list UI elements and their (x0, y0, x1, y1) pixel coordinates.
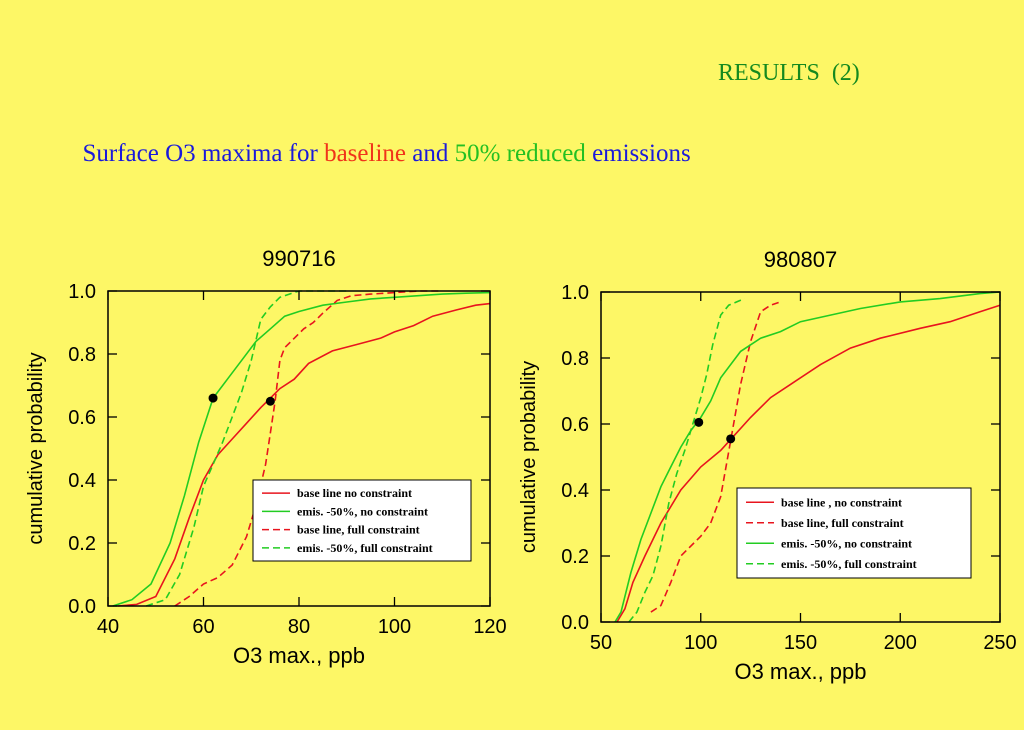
legend-label-4: emis. -50%, full constraint (297, 541, 433, 555)
y-tick-label: 0.6 (68, 407, 96, 429)
legend-label-4: emis. -50%, full constraint (781, 557, 917, 571)
y-tick-label: 0.4 (561, 480, 589, 502)
legend-label-3: emis. -50%, no constraint (781, 536, 912, 550)
legend-label-2: base line, full constraint (781, 516, 904, 530)
y-axis-label: cumulative probability (518, 361, 540, 553)
x-tick-label: 80 (288, 616, 310, 638)
x-axis-label: O3 max., ppb (734, 659, 866, 684)
y-tick-label: 0.2 (561, 546, 589, 568)
x-tick-label: 100 (378, 616, 411, 638)
x-tick-label: 100 (684, 632, 717, 654)
y-tick-label: 0.0 (68, 596, 96, 618)
y-tick-label: 0.4 (68, 470, 96, 492)
slide-subtitle: Surface O3 maxima for baseline and 50% r… (70, 112, 691, 168)
legend-label-1: base line no constraint (297, 486, 412, 500)
y-tick-label: 0.8 (561, 348, 589, 370)
slide-heading: RESULTS (2) (718, 60, 860, 86)
series-line-3 (174, 290, 443, 607)
y-tick-label: 0.0 (561, 612, 589, 634)
series-line-4 (628, 297, 745, 623)
y-axis-label: cumulative probability (25, 352, 47, 544)
series-line-2 (112, 291, 491, 607)
subtitle-part-5: emissions (585, 140, 691, 167)
x-tick-label: 50 (590, 632, 612, 654)
x-tick-label: 250 (983, 632, 1016, 654)
legend-label-1: base line , no constraint (781, 495, 902, 509)
series-line-3 (614, 291, 1001, 623)
x-tick-label: 60 (192, 616, 214, 638)
intersection-marker-1 (208, 393, 218, 403)
legend-box (736, 487, 972, 579)
intersection-marker-2 (726, 434, 736, 444)
subtitle-part-4: 50% reduced (454, 140, 586, 167)
x-axis-label: O3 max., ppb (233, 643, 365, 668)
x-tick-label: 150 (784, 632, 817, 654)
series-line-1 (117, 302, 491, 607)
subtitle-part-1: Surface O3 maxima for (82, 140, 325, 167)
y-tick-label: 0.6 (561, 414, 589, 436)
y-tick-label: 0.2 (68, 533, 96, 555)
chart-title: 990716 (262, 246, 335, 271)
series-line-1 (616, 304, 1001, 623)
x-tick-label: 200 (884, 632, 917, 654)
subtitle-part-2: baseline (324, 140, 406, 167)
y-tick-label: 1.0 (561, 282, 589, 304)
intersection-marker-1 (694, 417, 704, 427)
chart-title: 980807 (764, 247, 837, 272)
x-tick-label: 40 (97, 616, 119, 638)
series-line-4 (145, 290, 347, 607)
series-line-2 (650, 301, 781, 613)
x-tick-label: 120 (473, 616, 506, 638)
y-tick-label: 0.8 (68, 344, 96, 366)
legend-label-2: emis. -50%, no constraint (297, 504, 428, 518)
y-tick-label: 1.0 (68, 281, 96, 303)
subtitle-part-3: and (406, 140, 455, 167)
legend-label-3: base line, full constraint (297, 523, 420, 537)
intersection-marker-2 (265, 396, 275, 406)
